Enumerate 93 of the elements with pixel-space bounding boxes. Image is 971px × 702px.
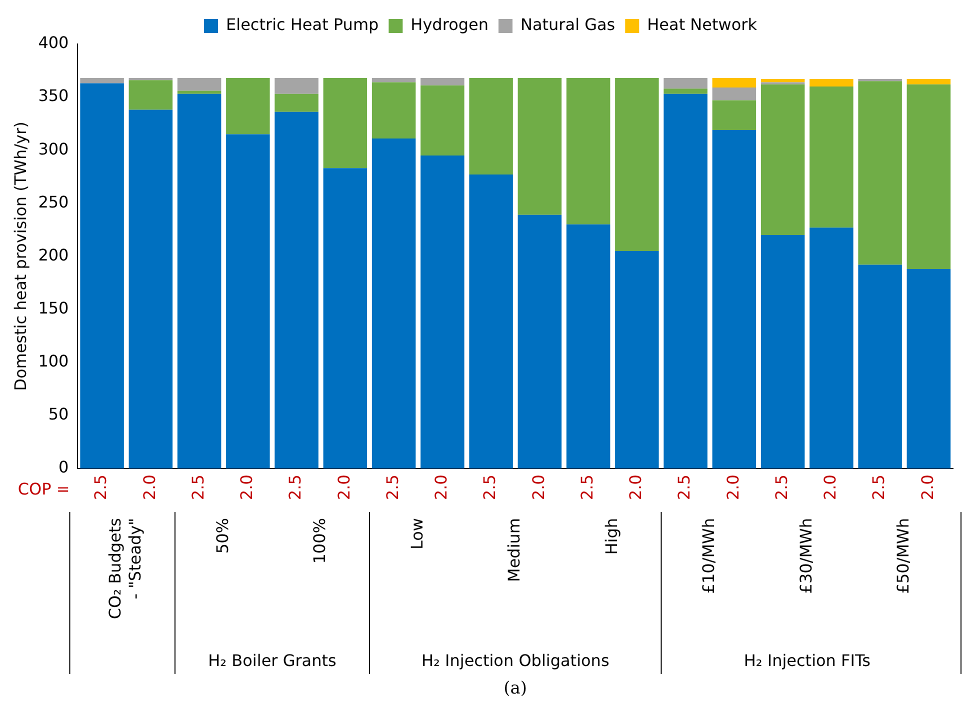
bar: [858, 81, 902, 265]
text: CO₂ Budgets - "Steady": [106, 518, 145, 620]
bar: [323, 168, 368, 469]
y-tick-label: 300: [38, 139, 69, 158]
bar: [128, 78, 173, 80]
bar: [810, 86, 854, 228]
x-tick-label: 2.5: [382, 474, 402, 500]
bar: [566, 78, 610, 224]
bar: [420, 155, 464, 469]
bar: [274, 78, 318, 94]
y-tick-label: 400: [38, 33, 69, 52]
text: (a): [504, 678, 528, 698]
y-axis-title: Domestic heat provision (TWh/yr): [10, 122, 30, 391]
text: Medium: [504, 518, 524, 582]
bar: [712, 130, 756, 469]
bar: [469, 78, 513, 175]
bar: [80, 83, 124, 469]
bar: [712, 100, 756, 130]
bar: [566, 224, 610, 469]
y-tick-label: 50: [48, 404, 69, 424]
text: £50/MWh: [894, 518, 913, 594]
legend-label: Electric Heat Pump: [226, 15, 379, 34]
bar: [177, 94, 222, 469]
bar: [177, 78, 222, 91]
bar: [372, 82, 416, 138]
bar: [372, 138, 416, 469]
bar: [760, 84, 805, 236]
x-tick-label: 2.0: [334, 474, 354, 500]
x-tick-label: 2.0: [237, 474, 256, 500]
bar: [810, 228, 854, 469]
bar: [469, 174, 513, 469]
bar: [128, 110, 173, 469]
bar: [906, 79, 951, 84]
x-tick-label: 2.5: [188, 474, 208, 500]
bar: [274, 112, 318, 469]
bar: [712, 78, 756, 88]
y-tick-label: 200: [38, 245, 69, 264]
bar: [372, 78, 416, 82]
y-tick-label: 150: [38, 298, 69, 318]
bar: [664, 94, 708, 469]
bar: [274, 94, 318, 112]
bar: [810, 79, 854, 86]
x-tick-label: 2.0: [432, 474, 451, 500]
bar: [128, 80, 173, 110]
x-tick-label: 2.5: [91, 474, 110, 500]
x-tick-label: 2.0: [140, 474, 159, 500]
x-tick-label: 2.5: [286, 474, 305, 500]
bar: [906, 84, 951, 270]
text: High: [602, 518, 621, 555]
x-tick-label: 2.5: [869, 474, 888, 500]
x-tick-label: 2.5: [674, 474, 694, 500]
text: Low: [407, 518, 426, 550]
x-tick-label: 2.5: [577, 474, 596, 500]
bar: [80, 78, 124, 84]
bar: [664, 78, 708, 89]
bar: [664, 88, 708, 94]
y-tick-label: 100: [38, 352, 69, 371]
bar: [177, 90, 222, 94]
x-tick-label: 2.5: [772, 474, 791, 500]
y-tick-label: 350: [38, 86, 69, 106]
bar: [760, 79, 805, 82]
text: 100%: [310, 518, 330, 564]
bar: [420, 78, 464, 86]
bar: [712, 88, 756, 100]
x-tick-label: 2.0: [528, 474, 548, 500]
text: £10/MWh: [699, 518, 718, 594]
x-tick-label: 2.0: [723, 474, 742, 500]
legend-label: Heat Network: [647, 15, 758, 34]
bar: [858, 264, 902, 469]
bar: [615, 78, 659, 251]
y-tick-label: 0: [58, 458, 69, 477]
text: H₂ Injection Obligations: [421, 651, 610, 670]
legend-label: Natural Gas: [520, 15, 616, 34]
bar: [760, 235, 805, 469]
text: 50%: [212, 518, 232, 554]
x-tick-label: 2.5: [480, 474, 500, 500]
text: £30/MWh: [796, 518, 816, 594]
bar: [518, 78, 562, 215]
y-tick-label: 250: [38, 192, 69, 212]
legend-label: Hydrogen: [410, 15, 488, 34]
bar: [518, 214, 562, 469]
bar: [226, 78, 270, 134]
bar: [615, 250, 659, 469]
x-tick-label: 2.0: [820, 474, 840, 500]
bar: [420, 85, 464, 156]
text: COP =: [18, 480, 70, 499]
x-tick-label: 2.0: [918, 474, 937, 500]
bar: [226, 134, 270, 469]
x-tick-label: 2.0: [626, 474, 646, 500]
text: H₂ Boiler Grants: [208, 651, 336, 670]
bar: [323, 78, 368, 168]
text: H₂ Injection FITs: [744, 651, 870, 670]
bar: [906, 269, 951, 469]
